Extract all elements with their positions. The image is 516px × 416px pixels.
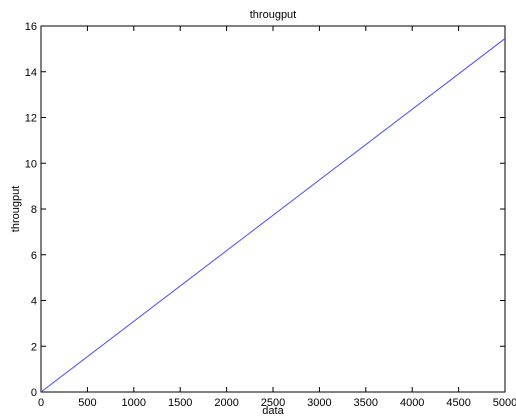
y-tick-label: 0	[31, 387, 37, 399]
x-tick-label: 4500	[446, 397, 470, 409]
y-axis-ticks: 0 2 4 6 8 10 12 14 16	[25, 21, 505, 399]
y-tick-label: 12	[25, 113, 37, 125]
x-tick-label: 5000	[493, 397, 516, 409]
y-tick-label: 10	[25, 158, 37, 170]
x-axis-label: data	[262, 405, 284, 416]
x-axis-ticks: 0 500 1000 1500 2000 2500 3000 3500 4000 4500 5000	[38, 26, 516, 409]
plot-area	[40, 25, 506, 393]
x-tick-label: 1500	[168, 397, 192, 409]
x-tick-label: 0	[38, 397, 44, 409]
y-axis-label: througput	[10, 186, 22, 232]
x-tick-label: 500	[78, 397, 96, 409]
x-tick-label: 1000	[122, 397, 146, 409]
y-tick-label: 16	[25, 21, 37, 33]
x-tick-label: 2000	[214, 397, 238, 409]
x-tick-label: 4000	[400, 397, 424, 409]
chart-title: througput	[250, 9, 296, 21]
y-tick-label: 14	[25, 67, 37, 79]
x-tick-label: 3500	[354, 397, 378, 409]
series-line	[40, 38, 506, 393]
y-tick-label: 8	[31, 204, 37, 216]
y-tick-label: 4	[31, 296, 37, 308]
series-layer	[40, 38, 506, 393]
y-tick-label: 6	[31, 250, 37, 262]
y-tick-label: 2	[31, 341, 37, 353]
x-tick-label: 2500	[261, 397, 285, 409]
x-tick-label: 3000	[307, 397, 331, 409]
